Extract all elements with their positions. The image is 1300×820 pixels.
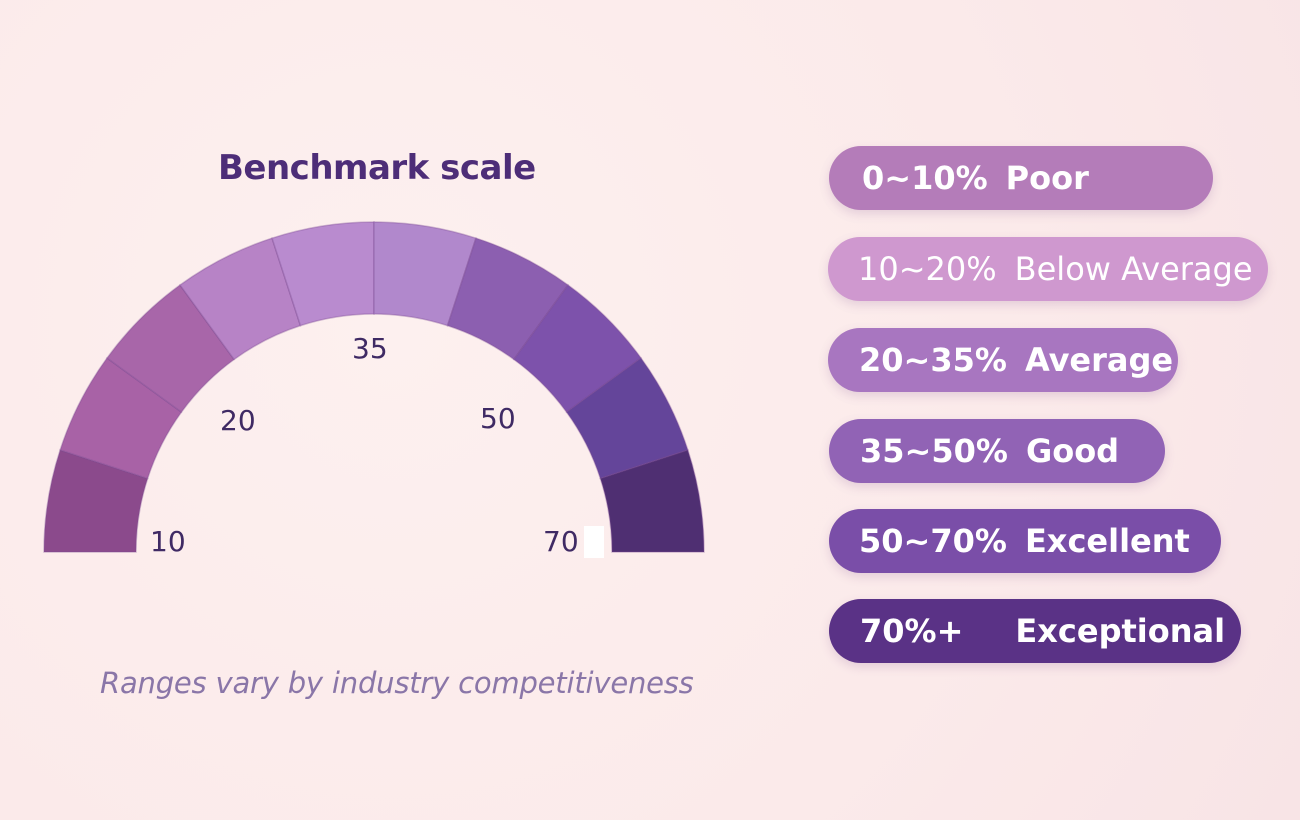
benchmark-gauge: 10 20 35 50 70	[43, 221, 705, 558]
gauge-caption: Ranges vary by industry competitiveness	[100, 666, 694, 700]
legend-pill-below-average: 10~20% Below Average	[828, 237, 1268, 301]
gauge-segment-9	[565, 356, 689, 480]
legend-range: 10~20%	[858, 250, 997, 288]
legend-pill-exceptional: 70%+ Exceptional	[829, 599, 1241, 663]
legend-label: Average	[1024, 341, 1174, 379]
legend-pill-excellent: 50~70% Excellent	[829, 509, 1221, 573]
gauge-panel: Benchmark scale 10 20 35 50 70 Ranges va…	[43, 148, 705, 700]
gauge-end-marker	[584, 526, 604, 558]
legend-range: 70%+	[860, 612, 964, 650]
tick-label-35: 35	[352, 332, 388, 365]
gauge-segment-10	[599, 449, 705, 553]
tick-label-10: 10	[150, 525, 186, 558]
legend-range: 35~50%	[860, 432, 1008, 470]
gauge-segment-4	[178, 237, 302, 361]
legend-label: Exceptional	[1015, 612, 1226, 650]
legend-pill-good: 35~50% Good	[829, 419, 1165, 483]
legend-label: Below Average	[1014, 250, 1253, 288]
legend-label: Good	[1025, 432, 1120, 470]
tick-label-70: 70	[543, 525, 579, 558]
legend-range: 0~10%	[862, 159, 988, 197]
legend-pill-average: 20~35% Average	[828, 328, 1178, 392]
legend-label: Excellent	[1024, 522, 1190, 560]
gauge-title: Benchmark scale	[218, 148, 536, 188]
gauge-segments	[43, 221, 705, 553]
gauge-segment-2	[59, 356, 183, 480]
legend-pill-poor: 0~10% Poor	[829, 146, 1213, 210]
legend-range: 50~70%	[859, 522, 1007, 560]
tick-label-50: 50	[480, 402, 516, 435]
tick-label-20: 20	[220, 404, 256, 437]
gauge-tick-labels: 10 20 35 50 70	[150, 332, 579, 558]
gauge-segment-7	[446, 237, 570, 361]
legend-label: Poor	[1005, 159, 1089, 197]
legend-range: 20~35%	[859, 341, 1007, 379]
